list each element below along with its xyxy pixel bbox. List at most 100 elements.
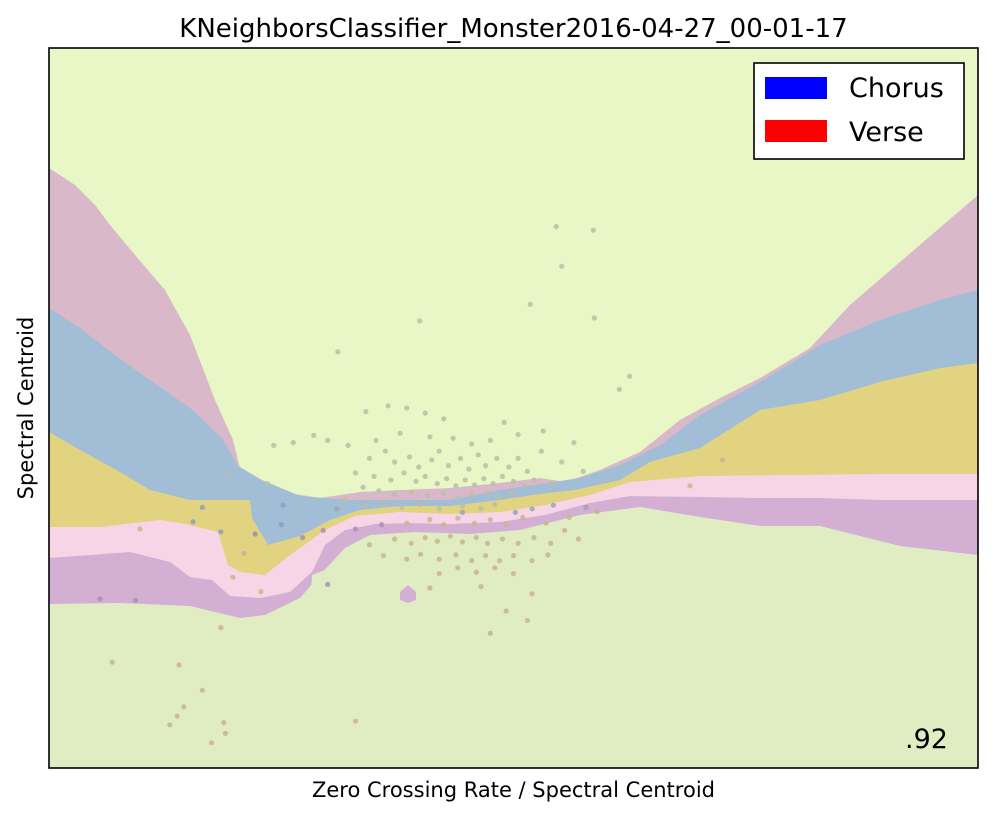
- data-point: [566, 514, 572, 521]
- data-point: [280, 502, 286, 508]
- y-axis-label: Spectral Centroid: [14, 317, 38, 500]
- data-point: [429, 457, 435, 463]
- data-point: [499, 536, 505, 542]
- data-point: [475, 452, 481, 458]
- data-point: [362, 502, 368, 508]
- data-point: [510, 478, 517, 484]
- data-point: [97, 596, 103, 602]
- data-point: [227, 470, 233, 476]
- data-point: [325, 437, 331, 443]
- data-point: [399, 504, 405, 510]
- data-point: [473, 535, 479, 541]
- data-point: [341, 497, 347, 503]
- data-point: [571, 440, 577, 446]
- data-point: [300, 535, 306, 541]
- data-point: [176, 662, 182, 668]
- data-point: [325, 581, 331, 588]
- data-point: [417, 318, 423, 324]
- data-point: [353, 470, 359, 476]
- data-point: [553, 224, 559, 230]
- data-point: [218, 625, 224, 631]
- data-point: [478, 506, 484, 512]
- data-point: [252, 531, 258, 537]
- data-point: [469, 558, 475, 564]
- legend-swatch-verse: [765, 120, 827, 142]
- data-point: [529, 558, 535, 564]
- data-point: [392, 536, 398, 542]
- data-point: [483, 553, 489, 559]
- data-point: [271, 442, 277, 448]
- data-point: [490, 481, 496, 487]
- decision-region-lightgreen-tongue: [310, 540, 378, 635]
- data-point: [471, 482, 478, 488]
- data-point: [436, 556, 442, 562]
- data-point: [524, 617, 531, 624]
- data-point: [469, 491, 475, 497]
- score-label: .92: [905, 724, 948, 755]
- data-point: [497, 494, 503, 500]
- data-point: [222, 730, 229, 737]
- data-point: [366, 542, 373, 548]
- data-point: [258, 589, 264, 595]
- data-point: [404, 405, 410, 411]
- data-point: [427, 585, 433, 591]
- data-point: [453, 552, 459, 558]
- data-point: [510, 571, 517, 577]
- data-point: [487, 517, 493, 523]
- data-point: [719, 457, 726, 463]
- data-point: [320, 527, 326, 534]
- data-point: [481, 476, 487, 482]
- data-point: [422, 410, 428, 416]
- data-point: [434, 481, 440, 487]
- data-point: [397, 430, 403, 436]
- data-point: [459, 509, 465, 515]
- data-point: [459, 503, 465, 509]
- data-point: [575, 536, 582, 542]
- legend-swatch-chorus: [765, 77, 827, 99]
- legend: Chorus Verse: [753, 62, 965, 160]
- data-point: [484, 540, 491, 547]
- data-point: [459, 539, 465, 545]
- data-point: [545, 552, 551, 558]
- data-point: [441, 522, 447, 528]
- data-point: [512, 509, 519, 515]
- data-point: [441, 490, 447, 496]
- data-point: [543, 520, 549, 526]
- data-point: [529, 591, 535, 597]
- data-point: [385, 403, 391, 409]
- data-point: [484, 489, 491, 495]
- data-point: [457, 455, 464, 461]
- data-point: [616, 386, 623, 392]
- data-point: [627, 373, 633, 379]
- data-point: [380, 553, 386, 559]
- data-point: [497, 558, 503, 564]
- data-point: [335, 349, 341, 355]
- data-point: [455, 515, 461, 521]
- data-point: [137, 526, 143, 532]
- data-point: [427, 517, 433, 523]
- data-point: [483, 463, 489, 469]
- data-point: [529, 506, 535, 512]
- data-point: [132, 597, 138, 603]
- data-point: [441, 416, 447, 422]
- legend-label-chorus: Chorus: [849, 73, 944, 104]
- data-point: [418, 551, 424, 557]
- data-point: [379, 522, 385, 528]
- data-point: [408, 540, 414, 547]
- decision-region-purple-spot: [400, 585, 416, 603]
- data-point: [520, 514, 526, 521]
- data-point: [687, 483, 693, 489]
- data-point: [506, 464, 512, 470]
- plot-area: [49, 48, 978, 768]
- data-point: [590, 227, 597, 233]
- data-point: [373, 437, 379, 443]
- data-point: [380, 500, 386, 506]
- data-point: [404, 556, 410, 562]
- data-point: [392, 459, 398, 465]
- data-point: [167, 722, 173, 728]
- data-point: [418, 501, 424, 508]
- data-point: [363, 409, 369, 415]
- data-point: [388, 477, 394, 483]
- data-point: [492, 565, 498, 571]
